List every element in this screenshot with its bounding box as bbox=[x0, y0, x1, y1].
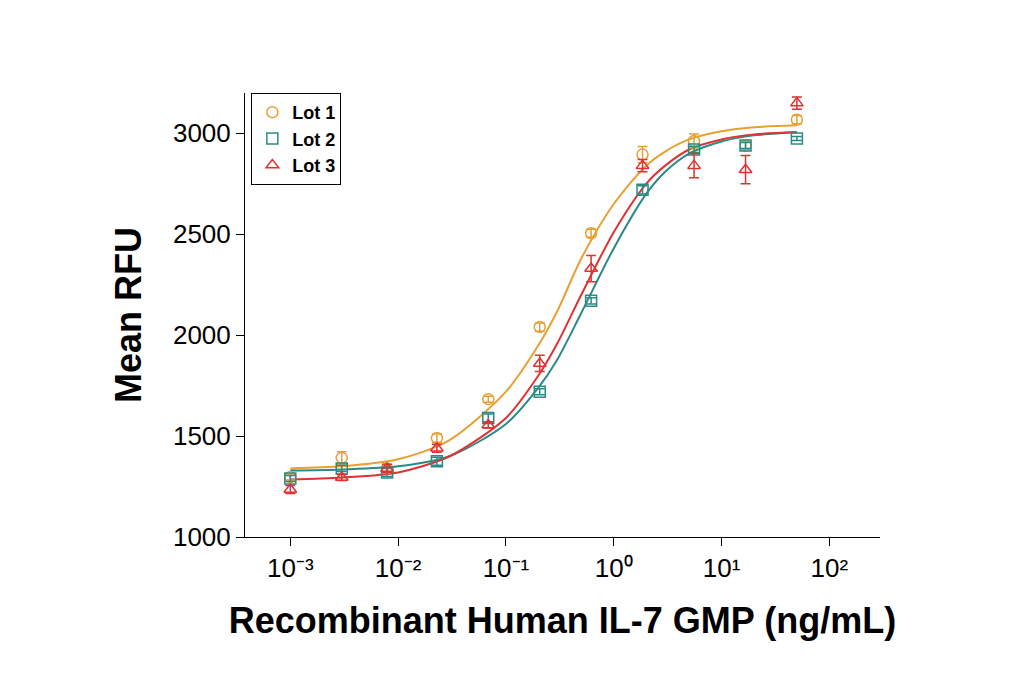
svg-text:10²: 10² bbox=[811, 553, 849, 583]
svg-text:3000: 3000 bbox=[173, 118, 231, 148]
svg-text:10⁰: 10⁰ bbox=[595, 553, 633, 583]
svg-text:10¹: 10¹ bbox=[703, 553, 741, 583]
svg-text:Lot 1: Lot 1 bbox=[292, 103, 335, 123]
svg-text:Mean RFU: Mean RFU bbox=[108, 227, 149, 403]
svg-text:Lot 3: Lot 3 bbox=[292, 156, 335, 176]
svg-text:2000: 2000 bbox=[173, 320, 231, 350]
svg-text:1000: 1000 bbox=[173, 522, 231, 552]
svg-text:10⁻²: 10⁻² bbox=[375, 553, 422, 583]
svg-text:1500: 1500 bbox=[173, 421, 231, 451]
svg-text:2500: 2500 bbox=[173, 219, 231, 249]
svg-text:Recombinant Human IL-7 GMP (ng: Recombinant Human IL-7 GMP (ng/mL) bbox=[229, 600, 896, 641]
svg-text:10⁻¹: 10⁻¹ bbox=[483, 553, 530, 583]
svg-text:10⁻³: 10⁻³ bbox=[267, 553, 314, 583]
svg-text:Lot 2: Lot 2 bbox=[292, 130, 335, 150]
